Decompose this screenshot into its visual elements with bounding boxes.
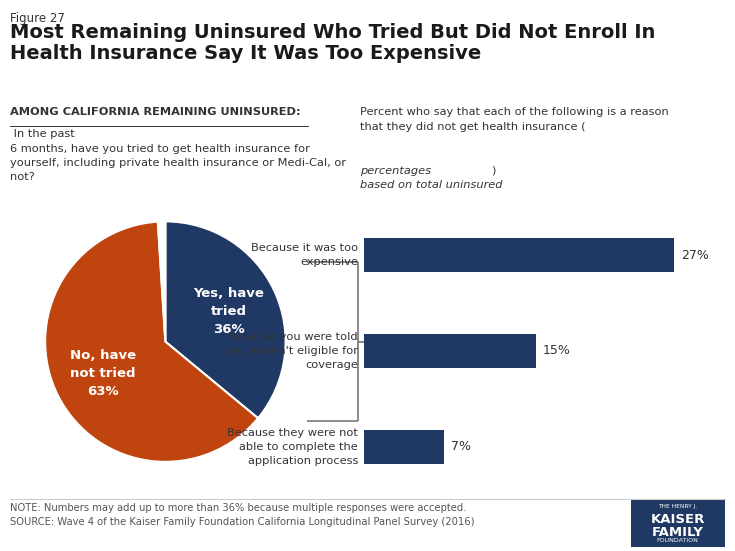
Text: FOUNDATION: FOUNDATION xyxy=(657,538,698,543)
Text: Because it was too
expensive: Because it was too expensive xyxy=(251,243,358,267)
Text: Figure 27: Figure 27 xyxy=(10,12,65,25)
Text: Health Insurance Say It Was Too Expensive: Health Insurance Say It Was Too Expensiv… xyxy=(10,44,481,63)
Text: 7%: 7% xyxy=(451,440,471,453)
Text: THE HENRY J.: THE HENRY J. xyxy=(658,504,698,509)
Text: NOTE: Numbers may add up to more than 36% because multiple responses were accept: NOTE: Numbers may add up to more than 36… xyxy=(10,503,475,527)
Text: FAMILY: FAMILY xyxy=(652,526,703,538)
Wedge shape xyxy=(158,222,165,342)
Text: Because they were not
able to complete the
application process: Because they were not able to complete t… xyxy=(227,428,358,466)
Text: No, have
not tried
63%: No, have not tried 63% xyxy=(70,349,136,398)
Bar xyxy=(364,334,536,368)
Text: 15%: 15% xyxy=(543,344,571,358)
Text: ): ) xyxy=(491,166,495,176)
Text: percentages
based on total uninsured: percentages based on total uninsured xyxy=(360,166,503,190)
Bar xyxy=(364,430,444,463)
Bar xyxy=(364,238,674,272)
Text: Yes, have
tried
36%: Yes, have tried 36% xyxy=(193,288,264,337)
Text: AMONG CALIFORNIA REMAINING UNINSURED:: AMONG CALIFORNIA REMAINING UNINSURED: xyxy=(10,107,301,117)
Text: 27%: 27% xyxy=(681,249,709,262)
Text: In the past
6 months, have you tried to get health insurance for
yourself, inclu: In the past 6 months, have you tried to … xyxy=(10,129,346,182)
Text: KAISER: KAISER xyxy=(650,513,705,526)
Text: Most Remaining Uninsured Who Tried But Did Not Enroll In: Most Remaining Uninsured Who Tried But D… xyxy=(10,23,656,42)
Wedge shape xyxy=(45,222,258,462)
Text: Percent who say that each of the following is a reason
that they did not get hea: Percent who say that each of the followi… xyxy=(360,107,669,132)
Wedge shape xyxy=(165,222,286,418)
Text: Because you were told
you weren't eligible for
coverage: Because you were told you weren't eligib… xyxy=(226,332,358,370)
